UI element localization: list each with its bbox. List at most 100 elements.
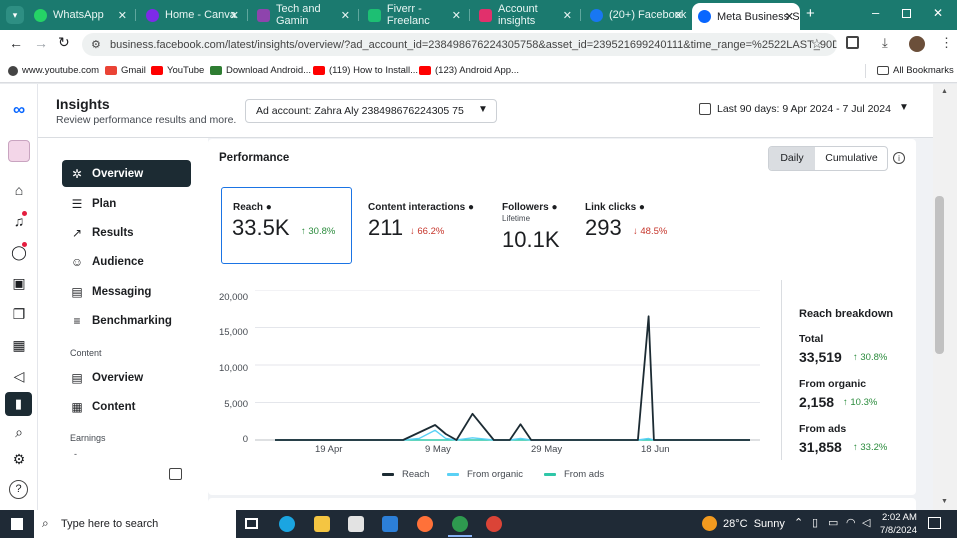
ad-account-selector[interactable]: Ad account: Zahra Aly 238498676224305 75… <box>245 99 497 123</box>
bookmark-youtube[interactable]: YouTube <box>151 65 204 76</box>
wifi-icon[interactable]: ◠ <box>846 517 856 529</box>
content-icon[interactable]: ❐ <box>12 306 26 322</box>
legend-organic[interactable]: From organic <box>447 469 523 480</box>
close-tab-icon[interactable]: ✕ <box>673 9 683 22</box>
minimize-icon[interactable]: – <box>872 5 880 20</box>
forward-icon[interactable]: → <box>34 35 48 51</box>
task-view-icon[interactable] <box>245 518 258 529</box>
tab-search-button[interactable]: ▾ <box>6 6 24 24</box>
scroll-up-icon[interactable]: ▲ <box>941 88 948 95</box>
insights-icon[interactable]: ▮ <box>5 392 32 416</box>
bookmark-android-app[interactable]: (123) Android App... <box>419 65 519 76</box>
firefox-icon[interactable] <box>417 516 433 532</box>
daily-toggle[interactable]: Daily <box>769 147 815 170</box>
tab-tech-gaming[interactable]: Tech and Gamin ✕ <box>251 3 356 27</box>
bookmark-download-android[interactable]: Download Android... <box>210 65 311 76</box>
windows-start-icon[interactable] <box>11 518 23 530</box>
info-icon[interactable]: i <box>893 152 905 164</box>
nav-messaging[interactable]: ▤ Messaging <box>62 278 191 305</box>
back-icon[interactable]: ← <box>9 35 23 51</box>
file-explorer-icon[interactable] <box>314 516 330 532</box>
volume-icon[interactable]: ◁ <box>862 517 871 529</box>
nav-content-overview[interactable]: ▤ Overview <box>62 364 191 391</box>
chrome-icon[interactable] <box>486 516 502 532</box>
scroll-thumb[interactable] <box>935 196 944 354</box>
store-icon[interactable] <box>348 516 364 532</box>
restore-icon[interactable] <box>902 9 911 18</box>
breakdown-ads-change: ↑ 33.2% <box>853 442 888 453</box>
close-tab-icon[interactable]: ✕ <box>562 9 572 22</box>
series-line-reach[interactable] <box>275 315 750 441</box>
tab-canva[interactable]: Home - Canva ✕ <box>140 4 245 26</box>
scroll-down-icon[interactable]: ▼ <box>941 498 948 505</box>
meta-logo-icon[interactable]: ∞ <box>12 100 26 119</box>
site-info-icon[interactable]: ⚙ <box>91 39 101 51</box>
page-avatar[interactable] <box>8 140 30 162</box>
legend-ads[interactable]: From ads <box>544 469 604 480</box>
chrome-icon[interactable] <box>452 516 468 532</box>
edge-icon[interactable] <box>279 516 295 532</box>
calendar-icon[interactable]: ▦ <box>12 337 26 353</box>
notification-center-icon[interactable] <box>928 517 941 529</box>
new-tab-button[interactable]: + <box>806 5 815 22</box>
home-icon[interactable]: ⌂ <box>14 182 24 198</box>
search-icon[interactable]: ⌕ <box>15 424 23 440</box>
close-tab-icon[interactable]: ✕ <box>340 9 350 22</box>
legend-swatch <box>447 473 459 476</box>
mail-icon[interactable] <box>382 516 398 532</box>
reach-metric-card[interactable] <box>221 187 352 264</box>
battery-icon[interactable]: ▭ <box>828 517 839 529</box>
tab-facebook[interactable]: (20+) Facebook ✕ <box>584 4 689 26</box>
notifications-icon[interactable]: ♫ <box>13 213 25 229</box>
download-icon[interactable]: ⤓ <box>882 35 888 50</box>
close-tab-icon[interactable]: ✕ <box>117 9 127 22</box>
extensions-icon[interactable] <box>846 36 859 49</box>
legend-reach[interactable]: Reach <box>382 469 429 480</box>
collapse-nav-icon[interactable] <box>169 468 182 480</box>
clock-time[interactable]: 2:02 AM <box>882 512 917 523</box>
page-scrollbar[interactable]: ▲ ▼ <box>933 84 957 510</box>
nav-audience[interactable]: ☺ Audience <box>62 248 191 275</box>
bookmark-youtube-com[interactable]: www.youtube.com <box>8 65 99 76</box>
bookmark-gmail[interactable]: Gmail <box>105 65 146 76</box>
taskbar-search[interactable]: ⌕ Type here to search <box>34 510 236 538</box>
bookmark-how-to-install[interactable]: (119) How to Install... <box>313 65 418 76</box>
close-tab-icon[interactable]: ✕ <box>451 9 461 22</box>
date-range-selector[interactable]: Last 90 days: 9 Apr 2024 - 7 Jul 2024 ▼ <box>699 102 914 122</box>
tab-fiverr[interactable]: Fiverr - Freelanc ✕ <box>362 3 467 27</box>
reload-icon[interactable]: ↻ <box>58 34 70 50</box>
facebook-icon <box>590 8 603 22</box>
followers-sub: Lifetime <box>502 214 531 223</box>
tab-meta-business-suite[interactable]: Meta Business S ✕ <box>692 3 800 30</box>
settings-icon[interactable]: ⚙ <box>12 451 26 467</box>
tab-account-insights[interactable]: Account insights ✕ <box>473 3 578 27</box>
tab-whatsapp[interactable]: WhatsApp ✕ <box>28 4 133 26</box>
close-tab-icon[interactable]: ✕ <box>784 11 794 23</box>
clock-date[interactable]: 7/8/2024 <box>880 525 917 536</box>
breakdown-organic-value: 2,158 <box>799 394 835 410</box>
network-icon[interactable]: ▯ <box>812 517 819 529</box>
address-bar[interactable]: ⚙ business.facebook.com/latest/insights/… <box>82 33 837 56</box>
menu-icon[interactable]: ⋮ <box>940 35 953 50</box>
nav-content[interactable]: ▦ Content <box>62 393 191 420</box>
nav-benchmarking[interactable]: ≡ Benchmarking <box>62 307 191 334</box>
ads-icon[interactable]: ◁ <box>13 368 25 384</box>
close-window-icon[interactable]: ✕ <box>933 6 944 20</box>
messaging-icon: ▤ <box>71 284 83 299</box>
bookmark-label: (123) Android App... <box>435 65 519 76</box>
cumulative-toggle[interactable]: Cumulative <box>825 152 878 164</box>
bookmark-star-icon[interactable]: ☆ <box>811 36 823 51</box>
all-bookmarks[interactable]: All Bookmarks <box>877 65 954 76</box>
close-tab-icon[interactable]: ✕ <box>229 9 239 22</box>
accounts-icon[interactable]: ▣ <box>12 275 26 291</box>
reach-value: 33.5K <box>232 215 290 240</box>
nav-results[interactable]: ↗ Results <box>62 219 191 246</box>
weather-label[interactable]: 28°C Sunny <box>723 518 785 530</box>
help-icon[interactable]: ? <box>9 480 28 499</box>
tray-chevron-icon[interactable]: ⌃ <box>794 517 804 529</box>
url-text: business.facebook.com/latest/insights/ov… <box>110 38 837 51</box>
nav-overview[interactable]: ✲ Overview <box>62 160 191 187</box>
messages-icon[interactable]: ◯ <box>11 244 27 260</box>
profile-avatar[interactable] <box>909 36 925 52</box>
nav-plan[interactable]: ☰ Plan <box>62 190 191 217</box>
